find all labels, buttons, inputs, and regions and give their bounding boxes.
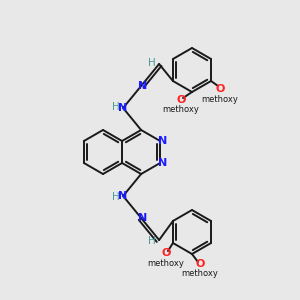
Text: methoxy: methoxy	[202, 94, 239, 103]
Text: H: H	[148, 58, 156, 68]
Text: N: N	[118, 103, 128, 113]
Text: N: N	[139, 213, 148, 223]
Text: N: N	[158, 158, 167, 168]
Text: H: H	[148, 236, 156, 246]
Text: N: N	[158, 136, 167, 146]
Text: methoxy: methoxy	[182, 269, 218, 278]
Text: O: O	[195, 259, 205, 269]
Text: O: O	[176, 95, 186, 105]
Text: N: N	[139, 81, 148, 91]
Text: H: H	[112, 102, 120, 112]
Text: methoxy: methoxy	[163, 106, 200, 115]
Text: methoxy: methoxy	[148, 259, 184, 268]
Text: O: O	[215, 84, 225, 94]
Text: N: N	[118, 191, 128, 201]
Text: O: O	[161, 248, 171, 258]
Text: H: H	[112, 192, 120, 202]
